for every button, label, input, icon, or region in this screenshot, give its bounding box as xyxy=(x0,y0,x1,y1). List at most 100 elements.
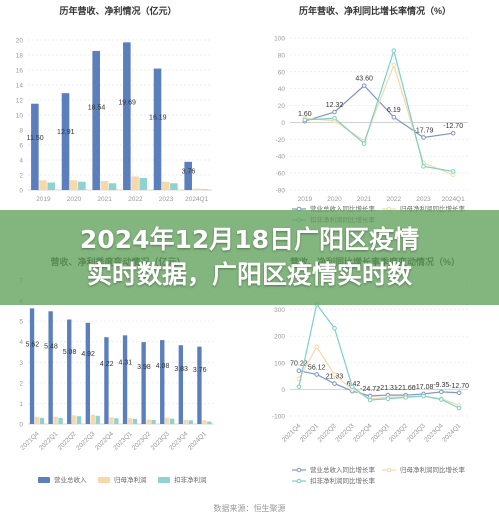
data-label: 1.60 xyxy=(298,111,312,118)
y-tick-label: 14 xyxy=(16,83,24,90)
data-label: 11.50 xyxy=(27,135,44,142)
legend-marker xyxy=(386,467,392,473)
data-label: 3.83 xyxy=(174,366,188,373)
bar xyxy=(58,417,63,424)
chart-title: 历年营收、净利同比增长率情况（%） xyxy=(299,5,451,16)
data-label: 5.08 xyxy=(63,349,77,356)
x-tick-label: 2022Q1 xyxy=(38,430,60,452)
y-tick-label: 18 xyxy=(16,53,24,60)
y-tick-label: 5 xyxy=(19,319,23,326)
x-tick-label: 2023Q4 xyxy=(168,430,190,452)
bar xyxy=(161,181,170,190)
data-point xyxy=(385,396,391,402)
legend-label: 营业总收入同比增长率 xyxy=(310,465,376,474)
x-tick-label: 2021 xyxy=(97,196,112,203)
headline-overlay xyxy=(0,210,499,305)
series-line xyxy=(298,345,460,406)
data-point xyxy=(421,393,426,399)
series-line xyxy=(304,48,454,173)
bar xyxy=(104,337,109,424)
bar xyxy=(200,189,209,190)
data-label: 43.60 xyxy=(355,76,373,83)
y-tick-label: 20 xyxy=(16,38,24,45)
data-point xyxy=(350,384,355,390)
bar xyxy=(160,340,165,424)
x-tick-label: 2023 xyxy=(159,196,174,203)
series-line xyxy=(298,302,460,409)
bar xyxy=(183,419,188,424)
bar xyxy=(39,180,47,190)
legend-label: 扣非净利润 xyxy=(174,475,207,484)
bar xyxy=(34,416,40,424)
bar xyxy=(139,178,147,190)
bar xyxy=(108,183,117,190)
bar xyxy=(131,176,139,190)
bar xyxy=(29,308,35,424)
bar xyxy=(123,42,131,191)
legend-label: 扣非净利润同比增长率 xyxy=(310,476,376,485)
data-point xyxy=(456,390,462,396)
data-point xyxy=(456,405,462,411)
legend-label: 营业总收入同比增长率 xyxy=(310,204,376,213)
x-tick-label: 2019 xyxy=(36,196,51,203)
x-tick-label: 2023Q2 xyxy=(131,430,153,452)
bar xyxy=(114,418,119,424)
bar xyxy=(39,417,45,424)
bar xyxy=(76,416,82,424)
data-point xyxy=(361,141,367,146)
chart-title: 历年营收、净利情况（亿元） xyxy=(59,5,176,16)
data-label: 3.98 xyxy=(137,364,151,371)
data-label: 5.48 xyxy=(44,343,58,350)
bar xyxy=(146,419,151,424)
bar xyxy=(85,322,91,424)
legend-swatch xyxy=(158,477,170,483)
x-tick-label: 2024Q1 xyxy=(442,196,466,203)
bar xyxy=(109,417,114,424)
bar xyxy=(31,103,39,190)
bar xyxy=(188,420,193,424)
data-label: 21.83 xyxy=(326,374,344,381)
data-point xyxy=(391,48,397,53)
data-point xyxy=(296,368,302,374)
data-label: 4.31 xyxy=(119,360,133,367)
bar xyxy=(90,414,95,424)
data-point xyxy=(314,344,320,350)
legend-marker xyxy=(296,467,302,473)
bar xyxy=(132,418,138,424)
x-tick-label: 2022Q4 xyxy=(94,430,116,452)
data-label: -17.79 xyxy=(414,127,434,134)
data-point xyxy=(367,397,373,403)
bar xyxy=(95,415,100,424)
legend-label: 归母净利润同比增长率 xyxy=(400,465,466,474)
data-label: 70.22 xyxy=(290,361,308,368)
bar xyxy=(197,346,202,424)
x-tick-label: 2024Q1 xyxy=(441,422,463,444)
series-line xyxy=(298,370,460,397)
y-tick-label: 3 xyxy=(19,360,23,367)
y-tick-label: 8 xyxy=(19,128,23,135)
bar xyxy=(72,415,77,424)
y-tick-label: 2 xyxy=(19,173,23,180)
data-point xyxy=(332,381,337,386)
data-point xyxy=(302,117,308,123)
data-label: 4.92 xyxy=(81,351,95,358)
y-tick-label: 100 xyxy=(274,360,285,367)
bar xyxy=(67,319,72,424)
series-line xyxy=(304,63,454,176)
data-label: 4.08 xyxy=(156,363,170,370)
data-label: 19.69 xyxy=(118,99,136,106)
y-tick-label: -40 xyxy=(276,154,286,161)
bar xyxy=(141,342,146,424)
y-tick-label: 0 xyxy=(19,422,23,429)
data-point xyxy=(439,389,444,395)
data-point xyxy=(450,130,456,136)
y-tick-label: 0 xyxy=(281,120,285,127)
x-tick-label: 2021Q4 xyxy=(19,430,41,452)
data-label: -12.70 xyxy=(449,383,469,390)
data-point xyxy=(332,372,337,378)
x-tick-label: 2022Q2 xyxy=(57,430,79,452)
y-tick-label: -60 xyxy=(276,171,286,178)
data-label: 4.22 xyxy=(100,361,114,368)
bar xyxy=(151,419,156,424)
